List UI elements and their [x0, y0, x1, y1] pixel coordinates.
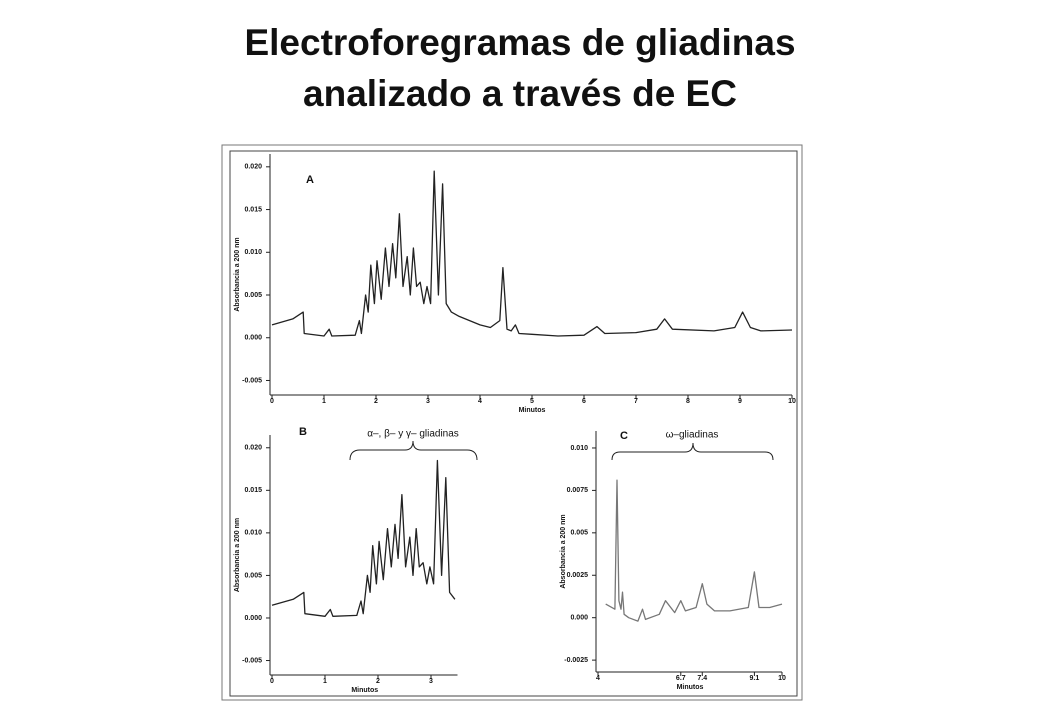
y-tick-label: 0.005: [244, 572, 262, 579]
x-tick-label: 3: [426, 398, 430, 405]
trace: [605, 479, 783, 622]
y-tick-label: 0.010: [244, 249, 262, 256]
x-tick-label: 9.1: [750, 675, 760, 682]
y-tick-label: 0.005: [244, 292, 262, 299]
x-tick-label: 3: [429, 678, 433, 685]
x-axis-label: Minutos: [351, 687, 378, 694]
panel-label: C: [620, 430, 628, 442]
x-tick-label: 5: [530, 398, 534, 405]
x-tick-label: 10: [778, 675, 786, 682]
title-line: analizado a través de EC: [303, 73, 737, 114]
y-axis-label: Absorbancia a 200 nm: [560, 514, 567, 588]
y-tick-label: 0.000: [570, 615, 588, 622]
y-tick-label: 0.005: [570, 530, 588, 537]
y-tick-label: 0.015: [244, 487, 262, 494]
trace: [271, 170, 793, 337]
bracket: [349, 440, 478, 461]
x-axis-label: Minutos: [519, 407, 546, 414]
x-tick-label: 1: [322, 398, 326, 405]
panel-label: B: [299, 426, 307, 438]
x-axis-label: Minutos: [677, 684, 704, 691]
y-axis-label: Absorbancia a 200 nm: [234, 237, 241, 311]
x-tick-label: 2: [374, 398, 378, 405]
x-tick-label: 8: [686, 398, 690, 405]
y-tick-label: -0.0025: [564, 657, 588, 664]
x-tick-label: 10: [788, 398, 796, 405]
y-tick-label: 0.0075: [567, 487, 589, 494]
x-tick-label: 6: [582, 398, 586, 405]
x-tick-label: 1: [323, 678, 327, 685]
x-tick-label: 9: [738, 398, 742, 405]
outer-frame: [221, 144, 803, 701]
y-tick-label: 0.010: [244, 530, 262, 537]
trace: [271, 459, 456, 617]
x-tick-label: 0: [270, 398, 274, 405]
x-tick-label: 7: [634, 398, 638, 405]
y-tick-label: 0.015: [244, 206, 262, 213]
panel-label: A: [306, 174, 314, 186]
bracket: [611, 442, 774, 461]
x-tick-label: 4: [596, 675, 600, 682]
y-tick-label: 0.0025: [567, 572, 589, 579]
x-tick-label: 6.7: [676, 675, 686, 682]
x-tick-label: 2: [376, 678, 380, 685]
x-tick-label: 4: [478, 398, 482, 405]
bracket-label: ω–gliadinas: [666, 430, 719, 441]
y-tick-label: 0.010: [570, 445, 588, 452]
x-tick-label: 7.4: [697, 675, 707, 682]
x-tick-label: 0: [270, 678, 274, 685]
y-axis-label: Absorbancia a 200 nm: [234, 518, 241, 592]
y-tick-label: -0.005: [242, 657, 262, 664]
bracket-label: α–, β– y γ– gliadinas: [367, 429, 459, 440]
y-tick-label: -0.005: [242, 377, 262, 384]
y-tick-label: 0.020: [244, 445, 262, 452]
title-line: Electroforegramas de gliadinas: [244, 22, 795, 63]
y-tick-label: 0.020: [244, 164, 262, 171]
inner-frame: [229, 150, 798, 697]
y-tick-label: 0.000: [244, 335, 262, 342]
y-tick-label: 0.000: [244, 615, 262, 622]
